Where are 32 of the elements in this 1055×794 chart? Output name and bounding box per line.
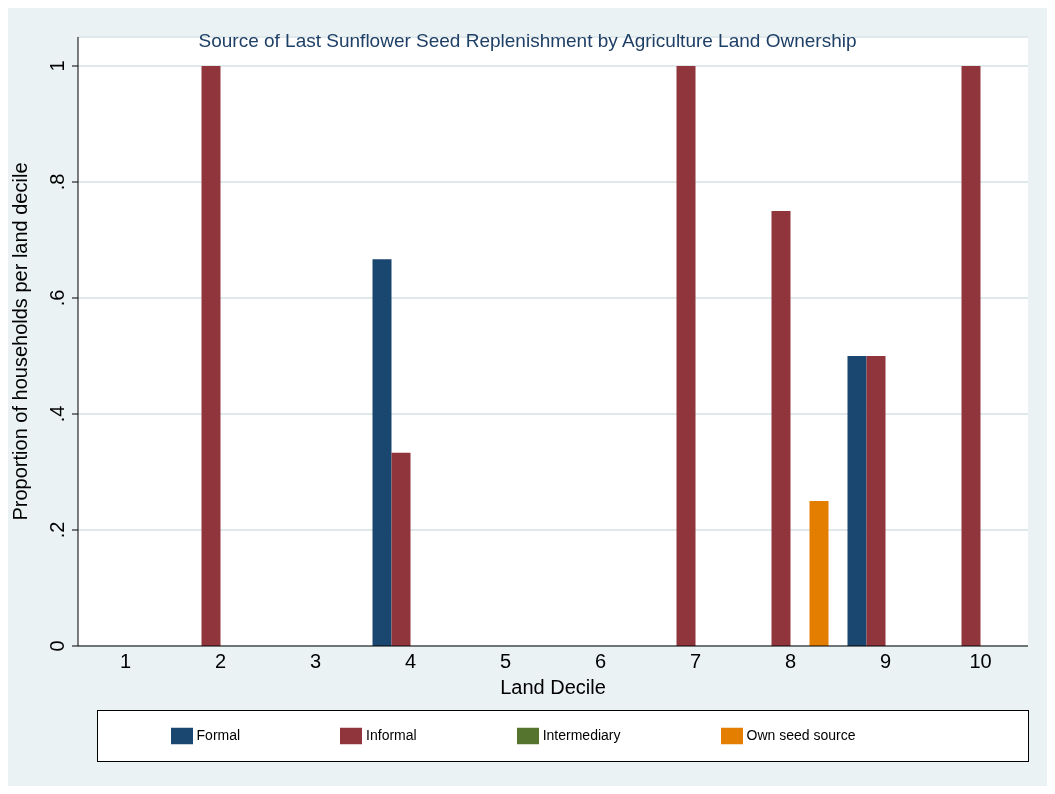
- legend-label: Own seed source: [746, 726, 856, 743]
- x-tick-label: 2: [214, 650, 227, 673]
- bar: [961, 66, 981, 646]
- x-tick-label: 10: [969, 650, 992, 673]
- bar: [201, 66, 221, 646]
- legend-label: Intermediary: [542, 726, 621, 743]
- x-tick-label: 3: [309, 650, 322, 673]
- bar: [391, 452, 411, 646]
- x-tick-label: 6: [594, 650, 607, 673]
- y-tick-label: .4: [46, 405, 68, 423]
- y-tick-label: .2: [46, 521, 68, 539]
- y-tick-label: .6: [46, 289, 68, 307]
- y-tick-label: 1: [46, 60, 68, 72]
- bar: [771, 211, 791, 646]
- x-tick-label: 7: [689, 650, 702, 673]
- legend-label: Formal: [196, 726, 241, 743]
- x-tick-label: 9: [879, 650, 892, 673]
- y-tick-label: .8: [46, 173, 68, 191]
- bar: [847, 356, 867, 646]
- bar: [809, 501, 829, 646]
- legend-label: Informal: [366, 726, 417, 743]
- bar: [372, 259, 392, 646]
- chart-title: Source of Last Sunflower Seed Replenishment by Agriculture Land Ownership: [197, 30, 858, 52]
- x-tick-label: 5: [499, 650, 512, 673]
- y-tick-label: 0: [46, 640, 68, 652]
- x-tick-label: 4: [404, 650, 417, 673]
- x-tick-label: 8: [784, 650, 797, 673]
- bar: [676, 66, 696, 646]
- x-tick-label: 1: [119, 650, 132, 673]
- x-axis-title: Land Decile: [500, 676, 606, 698]
- y-axis-title: Proportion of households per land decile: [9, 162, 32, 521]
- bar: [866, 356, 886, 646]
